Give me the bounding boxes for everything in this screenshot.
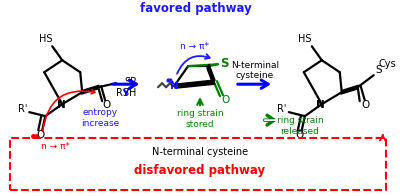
Polygon shape	[81, 85, 99, 94]
Text: n → π*: n → π*	[41, 142, 70, 151]
Text: HS: HS	[38, 34, 52, 44]
Bar	[10, 138, 386, 190]
Text: HS: HS	[298, 34, 312, 44]
Text: N: N	[170, 81, 178, 91]
Text: N-terminal cysteine: N-terminal cysteine	[152, 147, 248, 157]
Text: disfavored pathway: disfavored pathway	[134, 163, 266, 177]
Text: Cys: Cys	[379, 59, 396, 69]
Text: S: S	[220, 57, 228, 70]
Text: O: O	[362, 100, 370, 110]
Text: ring strain
stored: ring strain stored	[177, 109, 223, 129]
Text: N: N	[57, 100, 66, 110]
Text: SR: SR	[124, 77, 137, 87]
Text: S: S	[375, 65, 382, 75]
Text: R': R'	[277, 104, 286, 114]
Polygon shape	[207, 64, 215, 84]
Text: O: O	[36, 130, 44, 140]
Text: O: O	[222, 95, 230, 105]
Text: O: O	[296, 130, 304, 140]
Text: O: O	[102, 100, 110, 110]
Text: favored pathway: favored pathway	[140, 2, 252, 15]
Text: n → π*: n → π*	[180, 42, 208, 51]
Polygon shape	[175, 80, 215, 88]
Text: N: N	[316, 100, 325, 110]
Text: entropy
increase: entropy increase	[81, 108, 119, 128]
Text: N-terminal
cysteine: N-terminal cysteine	[231, 61, 279, 80]
Polygon shape	[341, 85, 359, 94]
Text: ring strain
released: ring strain released	[276, 116, 323, 136]
Text: RSH: RSH	[116, 88, 136, 98]
Text: R': R'	[18, 104, 27, 114]
